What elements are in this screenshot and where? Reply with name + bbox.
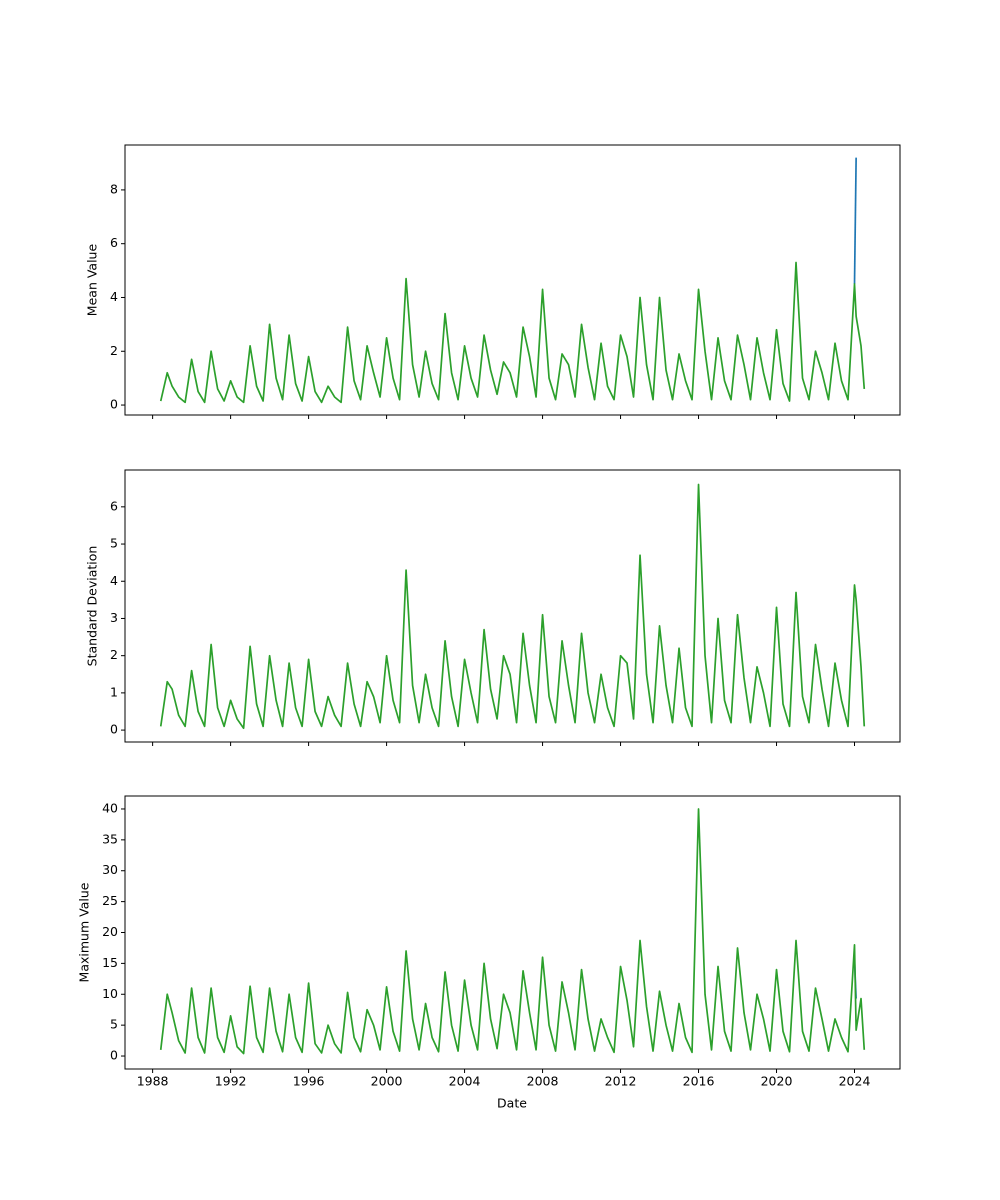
axes-frame [124,144,901,416]
y-tick-label: 20 [102,924,118,939]
y-tick-label: 4 [110,289,118,304]
y-tick-label: 0 [110,722,118,737]
data-line [159,261,866,404]
x-tick-label: 2008 [527,1074,559,1089]
x-tick-label: 2024 [839,1074,871,1089]
data-line [159,808,866,1055]
y-axis-label: Maximum Value [77,882,92,982]
y-tick-label: 0 [110,397,118,412]
y-tick-label: 2 [110,647,118,662]
y-tick-label: 6 [110,498,118,513]
y-tick-label: 15 [102,955,118,970]
y-tick-label: 25 [102,893,118,908]
y-tick-label: 8 [110,181,118,196]
y-tick-label: 10 [102,986,118,1001]
y-tick-label: 4 [110,573,118,588]
x-tick-label: 2012 [605,1074,637,1089]
y-tick-label: 30 [102,862,118,877]
axes-frame [124,795,901,1070]
x-tick-label: 2004 [449,1074,481,1089]
y-tick-label: 35 [102,831,118,846]
y-axis-label: Mean Value [85,244,100,317]
y-tick-label: 5 [110,536,118,551]
x-axis-label: Date [497,1096,527,1111]
y-tick-label: 40 [102,800,118,815]
y-tick-label: 6 [110,235,118,250]
data-line [159,483,866,730]
y-tick-label: 0 [110,1048,118,1063]
x-tick-label: 2016 [683,1074,715,1089]
y-tick-label: 3 [110,610,118,625]
y-tick-label: 5 [110,1017,118,1032]
data-line [853,157,857,285]
x-tick-label: 1996 [293,1074,325,1089]
y-tick-label: 1 [110,684,118,699]
y-axis-label: Standard Deviation [85,546,100,667]
x-tick-label: 1992 [215,1074,247,1089]
x-tick-label: 1988 [137,1074,169,1089]
x-tick-label: 2020 [761,1074,793,1089]
axes-frame [124,469,901,743]
x-tick-label: 2000 [371,1074,403,1089]
y-tick-label: 2 [110,343,118,358]
